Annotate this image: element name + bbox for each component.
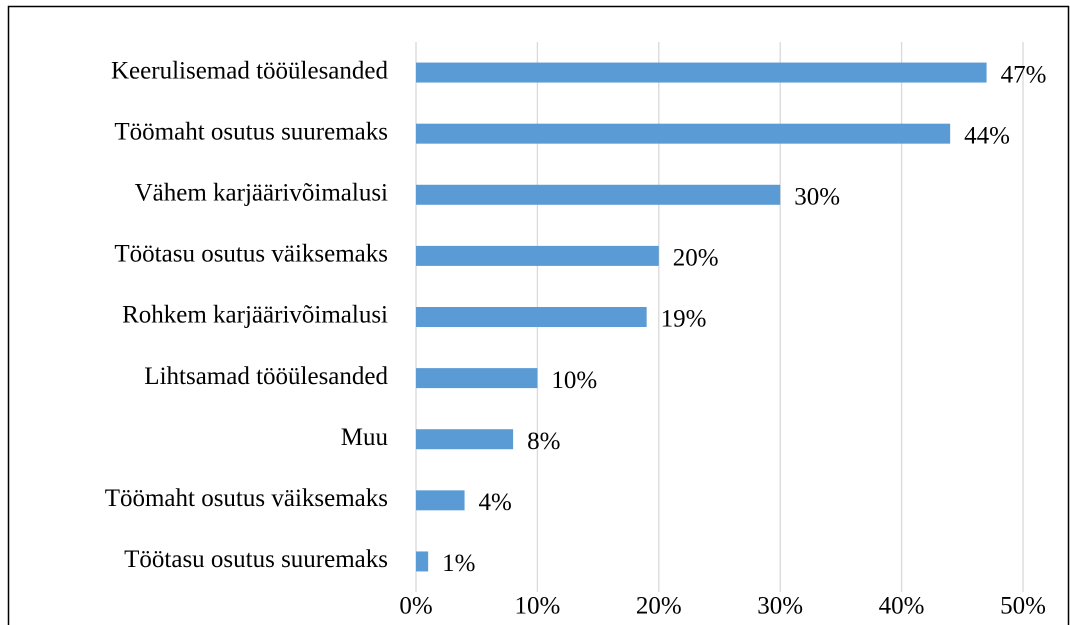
x-tick-label: 20%: [636, 593, 682, 620]
bar: [416, 429, 514, 450]
bar: [416, 551, 429, 572]
data-label: 10%: [551, 367, 597, 394]
data-label: 8%: [527, 428, 560, 455]
x-tick-label: 0%: [399, 593, 432, 620]
y-tick-label: Vähem karjäärivõimalusi: [135, 180, 388, 207]
chart-border: [7, 5, 1070, 625]
y-tick-label: Töömaht osutus suuremaks: [114, 118, 388, 145]
x-tick-label: 30%: [757, 593, 803, 620]
y-tick-label: Töötasu osutus suuremaks: [124, 546, 388, 573]
bar: [416, 62, 987, 83]
y-tick-label: Rohkem karjäärivõimalusi: [122, 302, 388, 329]
data-label: 19%: [661, 306, 707, 333]
bar: [416, 490, 465, 511]
y-tick-label: Lihtsamad tööülesanded: [144, 363, 388, 390]
data-label: 30%: [794, 184, 840, 211]
data-label: 20%: [673, 245, 719, 272]
x-tick-label: 40%: [879, 593, 925, 620]
y-tick-label: Töömaht osutus väiksemaks: [105, 485, 388, 512]
bar: [416, 368, 538, 389]
data-label: 1%: [442, 550, 475, 577]
y-tick-label: Töötasu osutus väiksemaks: [114, 241, 388, 268]
y-tick-label: Keerulisemad tööülesanded: [111, 57, 388, 84]
bar: [416, 245, 659, 266]
data-label: 4%: [479, 489, 512, 516]
x-tick-label: 10%: [514, 593, 560, 620]
data-label: 44%: [964, 122, 1010, 149]
x-tick-label: 50%: [1000, 593, 1046, 620]
data-label: 47%: [1001, 61, 1047, 88]
bar: [416, 184, 781, 205]
bar: [416, 123, 951, 144]
y-tick-label: Muu: [341, 424, 389, 451]
bar: [416, 307, 647, 327]
